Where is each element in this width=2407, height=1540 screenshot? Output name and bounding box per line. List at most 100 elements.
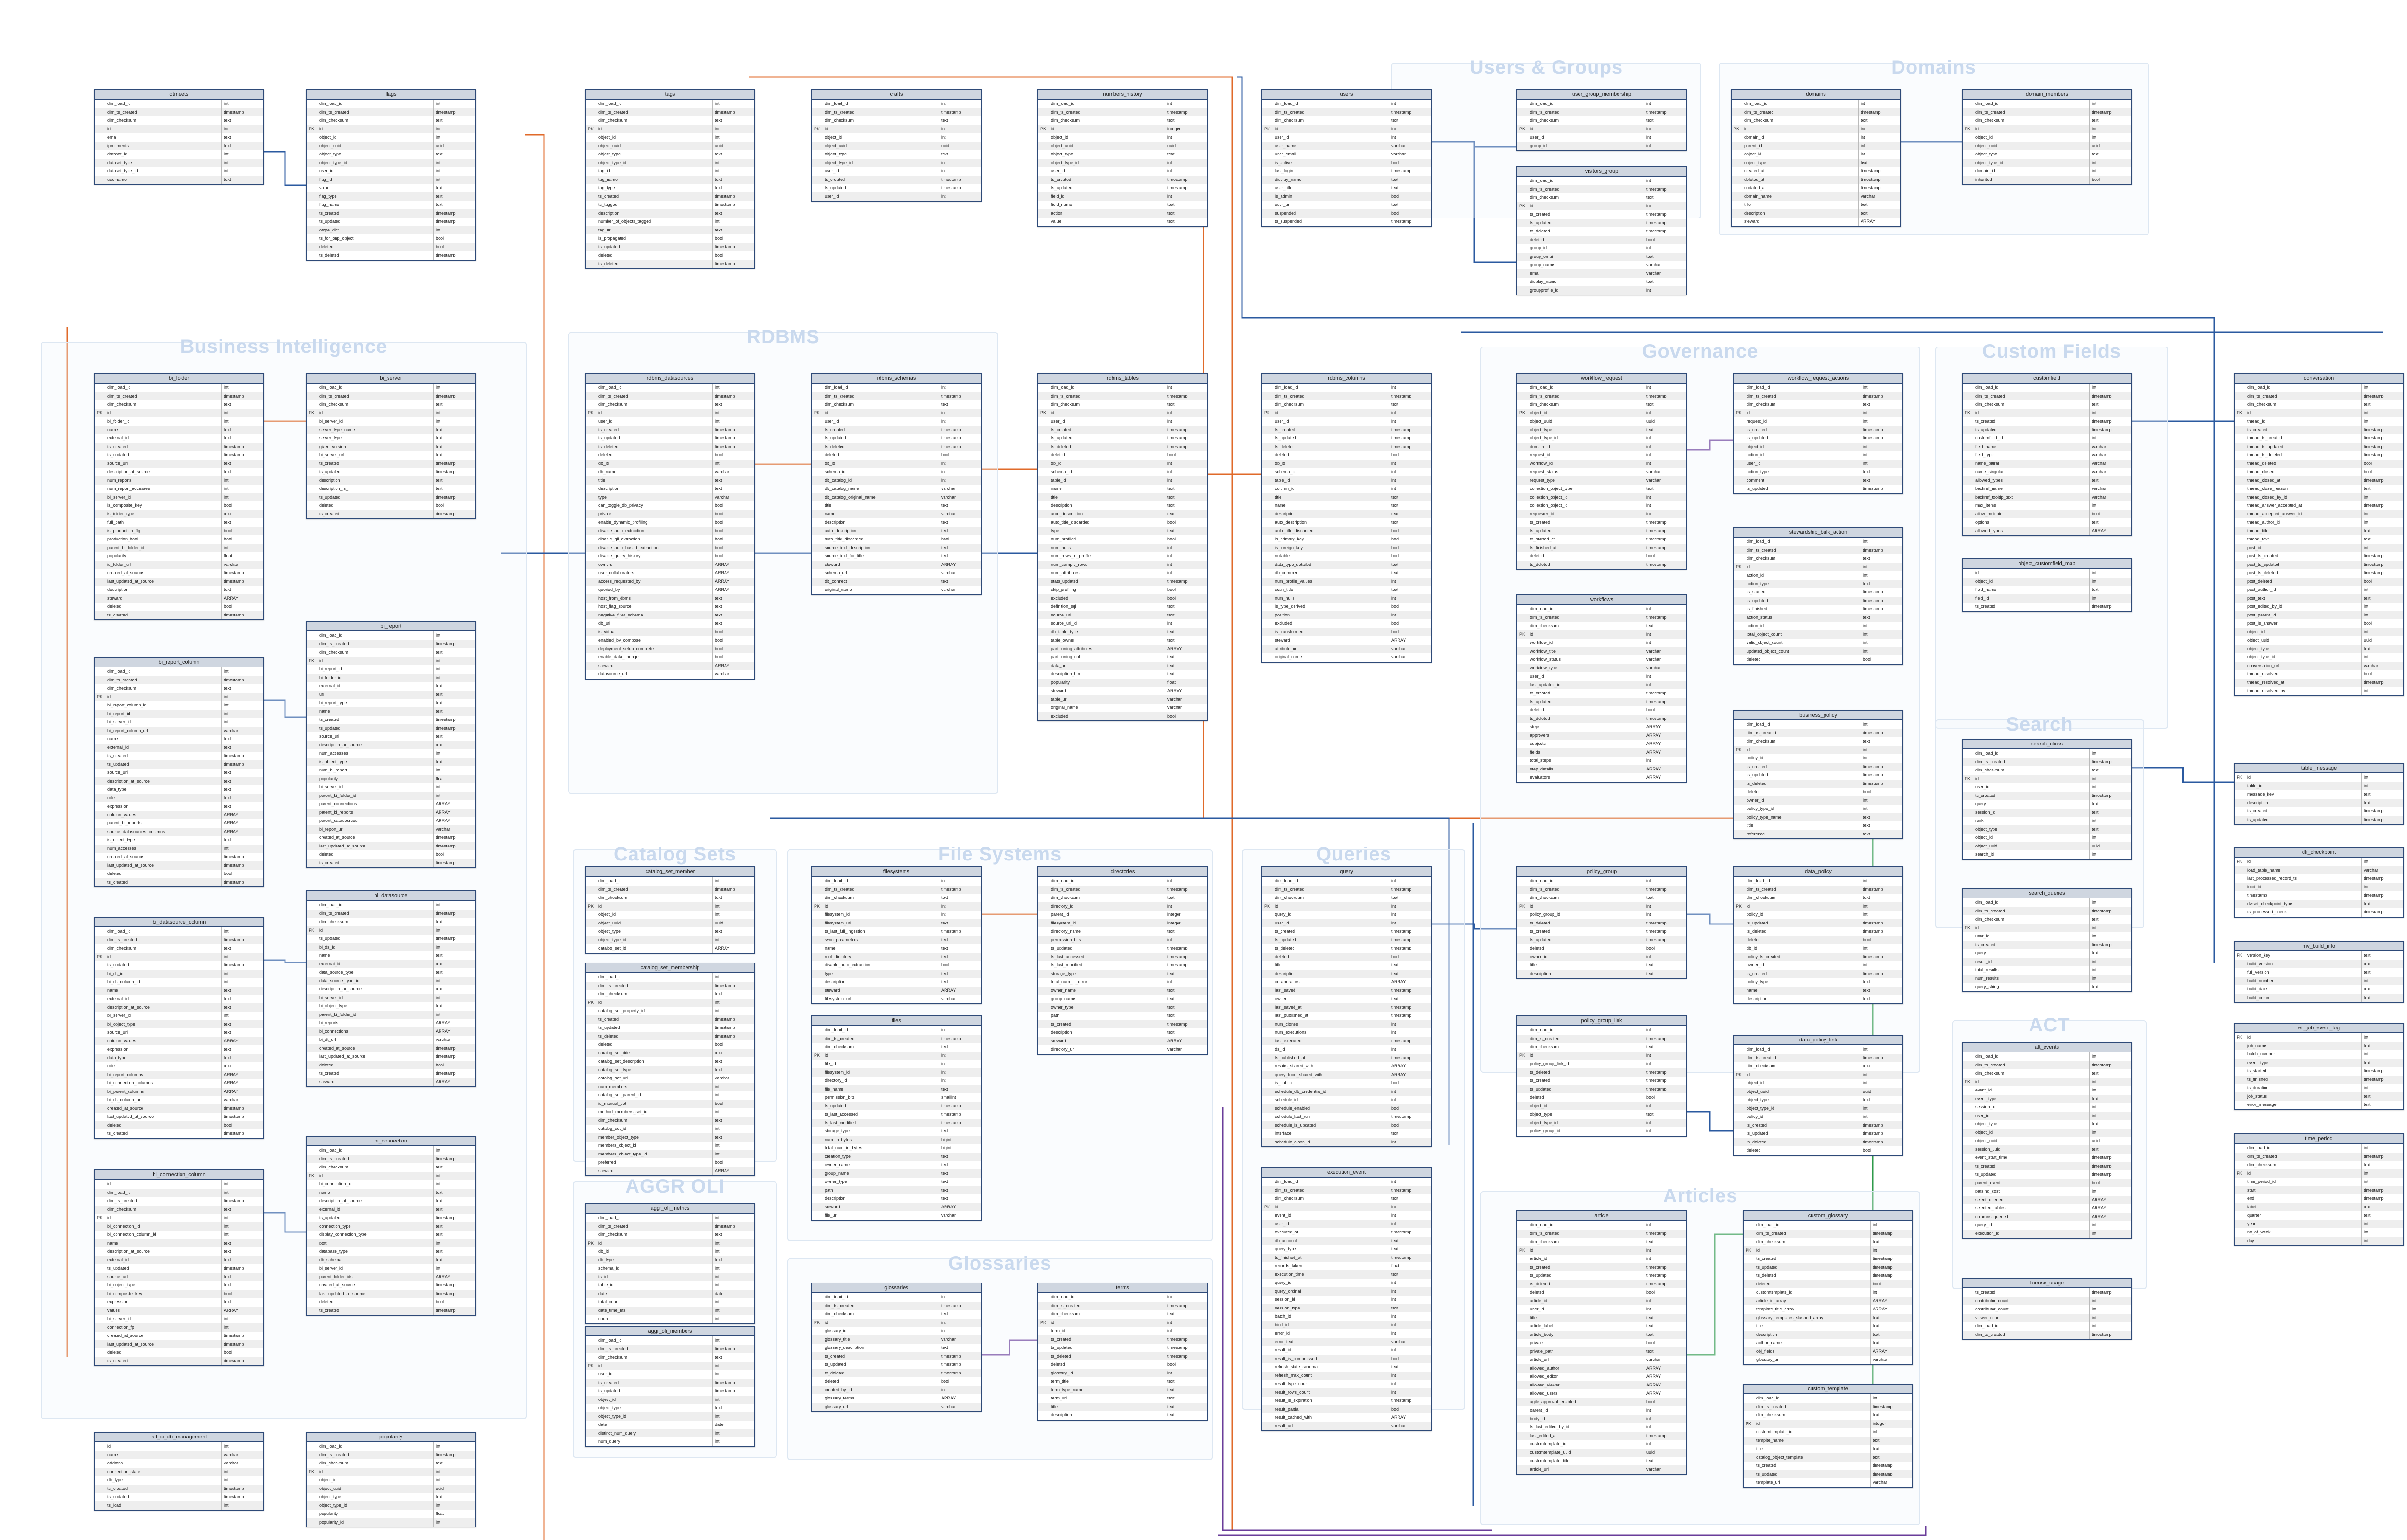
table-license-usage[interactable]: license_usage ts_created timestamp contribu…: [1962, 1278, 2132, 1340]
table-bi-connection[interactable]: bi_connection dim_load_id int dim_ts_create…: [306, 1136, 476, 1316]
column-type: text: [2089, 983, 2131, 991]
key-marker: [586, 1370, 598, 1379]
table-custom-template[interactable]: custom_template dim_load_id int dim_ts_crea…: [1743, 1384, 1913, 1488]
table-user-group-membership[interactable]: user_group_membership dim_load_id int dim_t…: [1516, 89, 1687, 151]
table-search-clicks[interactable]: search_clicks dim_load_id int dim_ts_create…: [1962, 739, 2132, 860]
column-type: text: [433, 1247, 475, 1256]
column-row: dim_load_id int: [95, 667, 263, 676]
column-type: int: [1389, 902, 1431, 911]
table-bi-report[interactable]: bi_report dim_load_id int dim_ts_created tim…: [306, 621, 476, 868]
table-table-message[interactable]: table_message PK id int table_id int message_k…: [2234, 763, 2404, 825]
table-data-policy-link[interactable]: data_policy_link dim_load_id int dim_ts_cre…: [1733, 1035, 1903, 1156]
column-row: source_url text: [95, 1272, 263, 1281]
column-row: collection_object_type text: [1517, 485, 1686, 493]
table-data-policy[interactable]: data_policy dim_load_id int dim_ts_created t…: [1733, 866, 1903, 1004]
column-name: updated_at: [1744, 185, 1766, 190]
table-workflow-request[interactable]: workflow_request dim_load_id int dim_ts_cre…: [1516, 373, 1687, 570]
table-execution-event[interactable]: execution_event dim_load_id int dim_ts_crea…: [1261, 1167, 1432, 1431]
column-row: description_is_ text: [307, 485, 475, 493]
key-marker: [1517, 706, 1530, 715]
table-filesystems[interactable]: filesystems dim_load_id int dim_ts_created t…: [811, 866, 982, 1004]
table-conversation[interactable]: conversation dim_load_id int dim_ts_created…: [2234, 373, 2404, 696]
table-popularity[interactable]: popularity dim_load_id int dim_ts_created ti…: [306, 1432, 476, 1527]
column-type: text: [433, 1222, 475, 1231]
table-mv-build-info[interactable]: mv_build_info PK version_key text build_vers…: [2234, 941, 2404, 1003]
table-files[interactable]: files dim_load_id int dim_ts_created timesta…: [811, 1015, 982, 1221]
column-type: int: [2361, 510, 2403, 518]
column-row: action_type text: [1734, 468, 1902, 476]
column-row: fields ARRAY: [1517, 748, 1686, 757]
table-query[interactable]: query dim_load_id int dim_ts_created timesta…: [1261, 866, 1432, 1147]
column-type: text: [433, 451, 475, 460]
column-row: evaluators ARRAY: [1517, 773, 1686, 782]
column-row: dim_checksum text: [586, 400, 754, 409]
table-policy-group[interactable]: policy_group dim_load_id int dim_ts_created…: [1516, 866, 1687, 979]
column-row: object_type_id int: [1734, 1104, 1902, 1113]
table-bi-server[interactable]: bi_server dim_load_id int dim_ts_created tim…: [306, 373, 476, 519]
table-rdbms-datasources[interactable]: rdbms_datasources dim_load_id int dim_ts_cr…: [585, 373, 755, 680]
key-marker: PK: [309, 126, 315, 131]
table-bi-connection-column[interactable]: bi_connection_column id int dim_load_id int d…: [94, 1169, 264, 1366]
table-domain-members[interactable]: domain_members dim_load_id int dim_ts_creat…: [1962, 89, 2132, 185]
table-name: bi_folder: [95, 374, 263, 384]
table-glossaries[interactable]: glossaries dim_load_id int dim_ts_created ti…: [811, 1283, 982, 1412]
table-bi-datasource-column[interactable]: bi_datasource_column dim_load_id int dim_ts…: [94, 917, 264, 1139]
table-search-queries[interactable]: search_queries dim_load_id int dim_ts_creat…: [1962, 888, 2132, 992]
table-crafts[interactable]: crafts dim_load_id int dim_ts_created timest…: [811, 89, 982, 202]
column-type: timestamp: [1389, 218, 1431, 226]
table-catalog-set-membership[interactable]: catalog_set_membership dim_load_id int dim_…: [585, 962, 755, 1176]
table-users[interactable]: users dim_load_id int dim_ts_created timesta…: [1261, 89, 1432, 227]
table-tags[interactable]: tags dim_load_id int dim_ts_created timestam…: [585, 89, 755, 269]
table-bi-report-column[interactable]: bi_report_column dim_load_id int dim_ts_cre…: [94, 657, 264, 887]
table-aggr-oli-metrics[interactable]: aggr_oli_metrics dim_load_id int dim_ts_cre…: [585, 1203, 755, 1324]
table-terms[interactable]: terms dim_load_id int dim_ts_created timesta…: [1037, 1283, 1208, 1421]
key-marker: [586, 1214, 598, 1222]
table-rdbms-columns[interactable]: rdbms_columns dim_load_id int dim_ts_create…: [1261, 373, 1432, 663]
table-etl-job-event-log[interactable]: etl_job_event_log PK id int job_name text batc…: [2234, 1023, 2404, 1110]
table-ad-ic-db-management[interactable]: ad_ic_db_management id int name varchar addre…: [94, 1432, 264, 1511]
column-type: text: [1389, 518, 1431, 527]
table-workflows[interactable]: workflows dim_load_id int dim_ts_created tim…: [1516, 594, 1687, 783]
table-columns: dim_load_id int dim_ts_created timestamp dim…: [586, 973, 754, 1175]
table-flags[interactable]: flags dim_load_id int dim_ts_created timesta…: [306, 89, 476, 261]
table-rdbms-schemas[interactable]: rdbms_schemas dim_load_id int dim_ts_create…: [811, 373, 982, 595]
table-custom-glossary[interactable]: custom_glossary dim_load_id int dim_ts_crea…: [1743, 1210, 1913, 1365]
table-article[interactable]: article dim_load_id int dim_ts_created times…: [1516, 1210, 1687, 1475]
table-aggr-oli-members[interactable]: aggr_oli_members dim_load_id int dim_ts_cre…: [585, 1326, 755, 1447]
table-stewardship-bulk-action[interactable]: stewardship_bulk_action dim_load_id int dim…: [1733, 527, 1903, 665]
table-dti-checkpoint[interactable]: dti_checkpoint PK id int load_table_name varc…: [2234, 847, 2404, 918]
column-row: dim_load_id int: [1963, 1322, 2131, 1331]
table-business-policy[interactable]: business_policy dim_load_id int dim_ts_crea…: [1733, 710, 1903, 839]
column-row: num_sample_rows int: [1038, 560, 1207, 569]
table-numbers-history[interactable]: numbers_history dim_load_id int dim_ts_crea…: [1037, 89, 1208, 227]
table-bi-datasource[interactable]: bi_datasource dim_load_id int dim_ts_create…: [306, 890, 476, 1087]
table-directories[interactable]: directories dim_load_id int dim_ts_created t…: [1037, 866, 1208, 1055]
column-name: excluded: [1051, 713, 1069, 719]
table-otmeets[interactable]: otmeets dim_load_id int dim_ts_created times…: [94, 89, 264, 185]
column-name: event_start_time: [1975, 1155, 2007, 1160]
column-type: timestamp: [939, 442, 981, 451]
table-time-period[interactable]: time_period dim_load_id int dim_ts_created t…: [2234, 1133, 2404, 1246]
table-bi-folder[interactable]: bi_folder dim_load_id int dim_ts_created tim…: [94, 373, 264, 620]
table-workflow-request-actions[interactable]: workflow_request_actions dim_load_id int di…: [1733, 373, 1903, 494]
column-type: int: [1165, 384, 1207, 392]
table-alt-events[interactable]: alt_events dim_load_id int dim_ts_created ti…: [1962, 1042, 2132, 1239]
table-policy-group-link[interactable]: policy_group_link dim_load_id int dim_ts_cr…: [1516, 1015, 1687, 1137]
table-object-customfield-map[interactable]: object_customfield_map id int object_id int f…: [1962, 558, 2132, 612]
table-rdbms-tables[interactable]: rdbms_tables dim_load_id int dim_ts_created…: [1037, 373, 1208, 721]
column-row: schedule_class_id int: [1262, 1138, 1431, 1146]
table-catalog-set-member[interactable]: catalog_set_member dim_load_id int dim_ts_c…: [585, 866, 755, 954]
table-domains[interactable]: domains dim_load_id int dim_ts_created times…: [1731, 89, 1901, 227]
key-marker: PK: [1040, 1320, 1047, 1325]
column-row: ts_updated timestamp: [1517, 526, 1686, 535]
key-marker: [307, 674, 319, 682]
column-type: int: [1389, 1388, 1431, 1397]
table-visitors-group[interactable]: visitors_group dim_load_id int dim_ts_creat…: [1516, 166, 1687, 295]
table-customfield[interactable]: customfield dim_load_id int dim_ts_created t…: [1962, 373, 2132, 536]
key-marker: [1517, 1119, 1530, 1128]
key-marker: [1262, 886, 1275, 894]
column-type: bool: [1861, 655, 1902, 664]
column-name: schema_url: [825, 570, 847, 575]
column-row: PK id int: [586, 409, 754, 417]
column-name: id: [1975, 570, 1979, 575]
